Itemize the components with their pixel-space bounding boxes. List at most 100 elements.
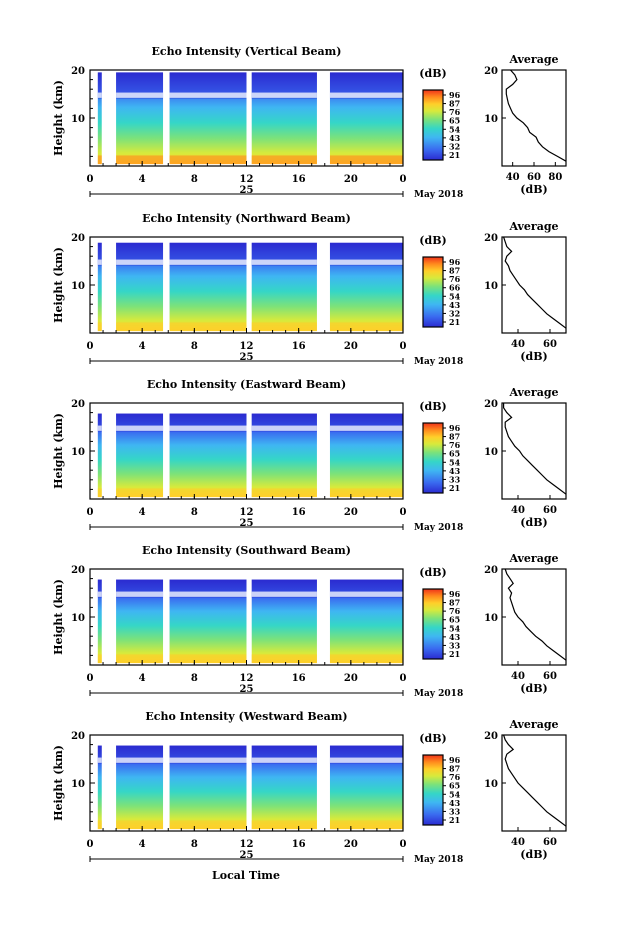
echo-field-segment — [116, 72, 164, 165]
x-tick-label: 4 — [139, 341, 146, 352]
avg-y-tick-label: 20 — [484, 731, 498, 742]
y-axis-label: Height (km) — [52, 80, 65, 156]
x-tick-label: 8 — [191, 507, 198, 518]
echo-noise-band — [116, 259, 164, 265]
x-tick-label: 4 — [139, 507, 146, 518]
x-tick-label: 16 — [292, 673, 306, 684]
echo-noise-band — [97, 757, 102, 763]
colorbar-tick-label: 87 — [449, 598, 460, 608]
echo-field-segment — [97, 579, 102, 664]
colorbar-tick-label: 33 — [449, 806, 461, 816]
echo-field — [97, 413, 403, 498]
colorbar-unit: (dB) — [419, 400, 446, 413]
colorbar — [423, 257, 443, 327]
panel-title: Echo Intensity (Northward Beam) — [142, 212, 351, 225]
echo-field — [97, 745, 403, 830]
x-tick-label: 12 — [240, 673, 254, 684]
average-profile-line — [505, 69, 567, 162]
average-title: Average — [508, 718, 558, 731]
echo-noise-band — [169, 757, 247, 763]
colorbar-tick-label: 76 — [449, 772, 461, 782]
avg-y-tick-label: 20 — [484, 565, 498, 576]
colorbar-tick-label: 43 — [449, 632, 461, 642]
y-tick-label: 20 — [71, 233, 85, 244]
colorbar-tick-label: 96 — [449, 755, 461, 765]
echo-surface-band — [116, 654, 164, 664]
panel-title: Echo Intensity (Westward Beam) — [145, 710, 347, 723]
avg-y-tick-label: 10 — [484, 613, 498, 624]
echo-field-segment — [251, 242, 317, 332]
echo-noise-band — [329, 425, 403, 431]
panel-title: Echo Intensity (Eastward Beam) — [147, 378, 346, 391]
x-tick-label: 20 — [344, 174, 358, 185]
colorbar-tick-label: 21 — [449, 815, 460, 825]
colorbar-tick-label: 54 — [449, 124, 461, 134]
x-tick-label: 12 — [240, 174, 254, 185]
echo-surface-band — [97, 488, 102, 498]
x-tick-label: 16 — [292, 174, 306, 185]
date-month-label: May 2018 — [414, 523, 463, 533]
echo-noise-band — [251, 425, 317, 431]
colorbar-tick-label: 76 — [449, 606, 461, 616]
avg-x-tick-label: 60 — [543, 671, 557, 682]
echo-noise-band — [329, 92, 403, 98]
echo-surface-band — [329, 322, 403, 332]
echo-noise-band — [116, 591, 164, 597]
average-title: Average — [508, 53, 558, 66]
x-tick-label: 16 — [292, 839, 306, 850]
colorbar-tick-label: 43 — [449, 133, 461, 143]
y-tick-label: 20 — [71, 66, 85, 77]
colorbar-tick-label: 96 — [449, 257, 461, 267]
colorbar-tick-label: 96 — [449, 90, 461, 100]
x-tick-label: 4 — [139, 673, 146, 684]
colorbar-tick-label: 43 — [449, 466, 461, 476]
x-tick-label: 20 — [344, 341, 358, 352]
x-tick-label: 20 — [344, 673, 358, 684]
date-month-label: May 2018 — [414, 855, 463, 865]
echo-field-segment — [169, 242, 247, 332]
x-tick-label: 0 — [400, 341, 407, 352]
y-tick-label: 10 — [71, 114, 85, 125]
avg-x-tick-label: 60 — [543, 339, 557, 350]
colorbar-unit: (dB) — [419, 234, 446, 247]
colorbar-tick-label: 33 — [449, 640, 461, 650]
x-tick-label: 16 — [292, 507, 306, 518]
x-tick-label: 0 — [400, 839, 407, 850]
avg-x-tick-label: 40 — [511, 671, 525, 682]
echo-surface-band — [169, 322, 247, 332]
echo-upper-layer — [97, 242, 102, 266]
x-tick-label: 8 — [191, 839, 198, 850]
y-tick-label: 20 — [71, 565, 85, 576]
echo-noise-band — [116, 425, 164, 431]
colorbar-tick-label: 96 — [449, 423, 461, 433]
avg-x-axis-label: (dB) — [520, 183, 547, 196]
date-day-label: 25 — [240, 352, 254, 363]
y-axis-label: Height (km) — [52, 247, 65, 323]
echo-surface-band — [97, 820, 102, 830]
avg-x-tick-label: 60 — [543, 505, 557, 516]
avg-x-tick-label: 40 — [511, 837, 525, 848]
colorbar-frame — [422, 422, 444, 494]
x-tick-label: 4 — [139, 839, 146, 850]
colorbar-tick-label: 76 — [449, 440, 461, 450]
echo-field — [97, 242, 403, 332]
echo-surface-band — [97, 155, 102, 165]
x-tick-label: 0 — [400, 507, 407, 518]
echo-noise-band — [97, 92, 102, 98]
colorbar-tick-label: 21 — [449, 483, 460, 493]
colorbar-tick-label: 21 — [449, 150, 460, 160]
avg-x-tick-label: 40 — [506, 172, 520, 183]
echo-surface-band — [97, 654, 102, 664]
echo-field-segment — [169, 72, 247, 165]
colorbar-tick-label: 87 — [449, 432, 460, 442]
colorbar-tick-label: 21 — [449, 649, 460, 659]
echo-field-segment — [97, 413, 102, 498]
x-tick-label: 8 — [191, 673, 198, 684]
avg-x-tick-label: 40 — [511, 505, 525, 516]
average-frame — [501, 69, 567, 167]
echo-surface-band — [169, 820, 247, 830]
echo-upper-layer — [97, 413, 102, 432]
x-tick-label: 20 — [344, 839, 358, 850]
avg-y-tick-label: 10 — [484, 114, 498, 125]
